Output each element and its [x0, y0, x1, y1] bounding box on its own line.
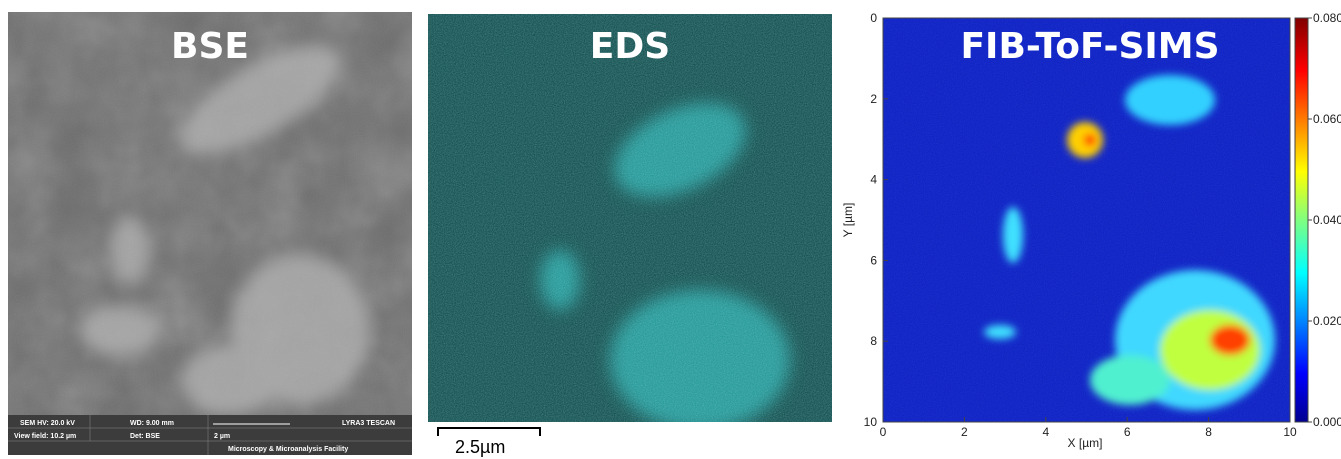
y-axis-label: Y [µm] [841, 203, 855, 238]
x-tick-label: 2 [961, 425, 968, 439]
info-text: Microscopy & Microanalysis Facility [228, 446, 348, 453]
info-text: SEM HV: 20.0 kV [20, 420, 75, 427]
y-tick-label: 10 [864, 415, 878, 429]
colorbar-tick-label: 0.080 [1313, 11, 1341, 25]
x-tick-label: 8 [1205, 425, 1212, 439]
info-bar: SEM HV: 20.0 kV WD: 9.00 mm LYRA3 TESCAN… [8, 415, 412, 455]
colorbar-tick-label: 0.000 [1313, 415, 1341, 429]
info-text: Det: BSE [130, 433, 160, 440]
y-tick-label: 8 [870, 334, 877, 348]
info-text: LYRA3 TESCAN [342, 420, 395, 427]
y-tick-label: 4 [870, 173, 877, 187]
y-tick-label: 0 [870, 11, 877, 25]
colorbar-tick-label: 0.060 [1313, 112, 1341, 126]
x-tick-label: 10 [1283, 425, 1297, 439]
x-tick-label: 6 [1124, 425, 1131, 439]
panel-title: BSE [171, 26, 249, 67]
bse-image [8, 12, 412, 415]
panel-title: FIB-ToF-SIMS [960, 26, 1219, 67]
plot-frame [882, 17, 1291, 423]
x-tick-label: 0 [880, 425, 887, 439]
sims-image [883, 18, 1290, 422]
x-tick-label: 4 [1042, 425, 1049, 439]
info-text: 2 µm [214, 433, 230, 440]
scale-label: 2.5µm [455, 437, 505, 457]
y-tick-label: 2 [870, 92, 877, 106]
eds-image [428, 14, 832, 422]
scale-bar [437, 427, 541, 436]
x-axis-label: X [µm] [1068, 436, 1103, 450]
info-text: WD: 9.00 mm [130, 420, 174, 427]
colorbar-tick-label: 0.020 [1313, 314, 1341, 328]
colorbar [1294, 17, 1309, 423]
panel-title: EDS [590, 26, 670, 67]
y-tick-label: 6 [870, 253, 877, 267]
colorbar-tick-label: 0.040 [1313, 213, 1341, 227]
info-text: View field: 10.2 µm [14, 433, 76, 440]
